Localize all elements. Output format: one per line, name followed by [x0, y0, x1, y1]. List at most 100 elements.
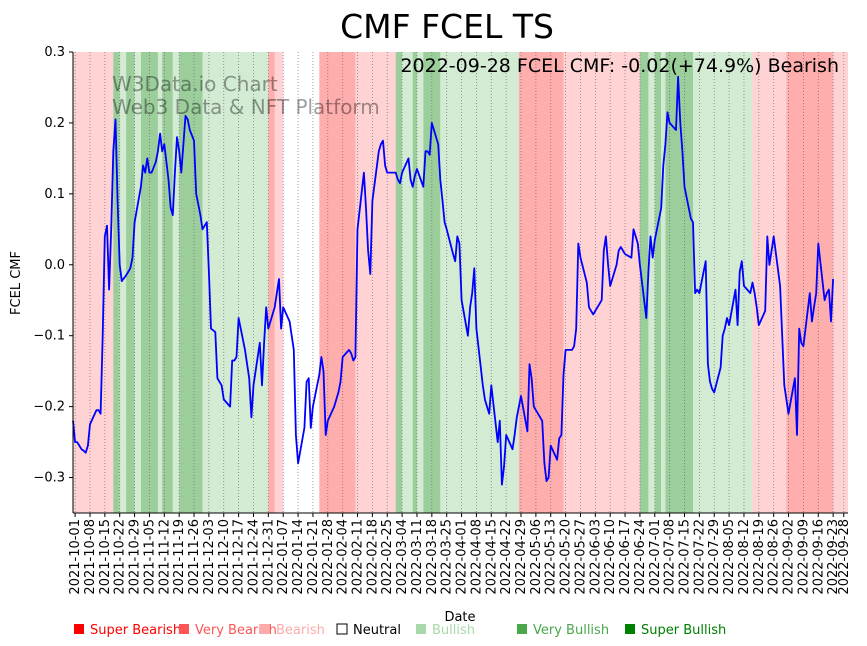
- x-tick-label: 2022-04-01: [455, 519, 470, 595]
- x-tick-label: 2022-05-27: [573, 519, 588, 595]
- legend-label: Very Bearish: [195, 623, 277, 638]
- x-tick-label: 2022-03-18: [425, 519, 440, 595]
- cmf-series-line: [72, 75, 834, 486]
- x-tick-label: 2022-05-20: [559, 519, 574, 595]
- x-tick-label: 2022-07-01: [648, 519, 663, 595]
- region-bullish: [202, 52, 269, 513]
- region-very-bearish: [786, 52, 798, 513]
- x-tick-label: 2021-10-08: [83, 519, 98, 595]
- region-very-bearish: [319, 52, 356, 513]
- x-tick-label: 2022-04-08: [469, 519, 484, 595]
- watermark: W3Data.io Chart Web3 Data & NFT Platform: [112, 72, 380, 119]
- region-very-bullish: [179, 52, 203, 513]
- y-tick-label: −0.2: [33, 400, 65, 415]
- region-bullish: [172, 52, 180, 513]
- date-gridlines: [74, 52, 845, 513]
- legend-swatch: [179, 624, 189, 634]
- y-tick-label: −0.3: [33, 471, 65, 486]
- x-tick-label: 2022-02-25: [380, 519, 395, 595]
- x-tick-label: 2022-08-26: [767, 519, 782, 595]
- x-tick-label: 2022-04-22: [499, 519, 514, 595]
- x-tick-label: 2022-03-25: [440, 519, 455, 595]
- axes: [72, 52, 848, 514]
- x-tick-label: 2022-09-16: [811, 519, 826, 595]
- x-tick-label: 2022-06-03: [588, 519, 603, 595]
- region-very-bullish: [654, 52, 662, 513]
- x-tick-label: 2022-04-15: [484, 519, 499, 595]
- legend-label: Super Bearish: [90, 623, 181, 638]
- legend-swatch: [74, 624, 84, 634]
- region-bullish: [134, 52, 141, 513]
- watermark-line-1: W3Data.io Chart: [112, 72, 278, 96]
- x-tick-label: 2021-10-29: [128, 519, 143, 595]
- region-very-bearish: [797, 52, 834, 513]
- x-tick-label: 2021-12-10: [217, 519, 232, 595]
- x-tick-label: 2022-09-09: [796, 519, 811, 595]
- region-very-bullish: [113, 52, 120, 513]
- x-tick-label: 2021-10-22: [113, 519, 128, 595]
- legend-label: Neutral: [353, 623, 401, 638]
- legend-swatch: [517, 624, 527, 634]
- region-bearish: [752, 52, 787, 513]
- region-bullish: [416, 52, 424, 513]
- x-tick-label: 2022-08-05: [722, 519, 737, 595]
- x-tick-label: 2022-06-10: [603, 519, 618, 595]
- x-tick-label: 2021-12-17: [232, 519, 247, 595]
- region-bullish: [119, 52, 127, 513]
- region-very-bullish: [162, 52, 173, 513]
- x-tick-label: 2022-07-22: [692, 519, 707, 595]
- x-tick-label: 2021-12-24: [246, 519, 261, 595]
- x-tick-label: 2022-01-28: [321, 519, 336, 595]
- region-bullish: [693, 52, 700, 513]
- legend-label: Super Bullish: [641, 623, 726, 638]
- x-tick-label: 2022-01-21: [306, 519, 321, 595]
- y-tick-label: 0.2: [44, 116, 65, 131]
- x-tick-label: 2022-02-11: [351, 519, 366, 595]
- x-tick-label: 2022-09-02: [782, 519, 797, 595]
- y-tick-label: 0.0: [44, 258, 65, 273]
- region-very-bullish: [423, 52, 441, 513]
- x-tick-label: 2022-09-28: [837, 519, 852, 595]
- watermark-line-2: Web3 Data & NFT Platform: [112, 95, 380, 119]
- legend-label: Bullish: [432, 623, 475, 638]
- legend-label: Very Bullish: [533, 623, 609, 638]
- region-very-bullish: [412, 52, 417, 513]
- legend-swatch: [625, 624, 635, 634]
- x-axis-label: Date: [444, 610, 475, 625]
- chart-title: CMF FCEL TS: [340, 7, 554, 46]
- x-tick-label: 2022-09-23: [826, 519, 841, 595]
- region-bearish: [833, 52, 848, 513]
- x-tick-label: 2021-10-01: [68, 519, 83, 595]
- y-axis-ticks: −0.3 −0.2 −0.1 0.0 0.1 0.2 0.3: [33, 45, 73, 486]
- x-tick-label: 2022-02-04: [336, 519, 351, 595]
- y-tick-label: −0.1: [33, 329, 65, 344]
- x-tick-label: 2021-11-26: [187, 519, 202, 595]
- legend-swatch: [336, 623, 348, 635]
- region-very-bearish: [518, 52, 564, 513]
- x-tick-label: 2022-08-12: [737, 519, 752, 595]
- x-tick-label: 2021-10-15: [98, 519, 113, 595]
- x-tick-label: 2022-02-18: [365, 519, 380, 595]
- x-tick-label: 2021-11-19: [172, 519, 187, 595]
- region-very-bullish: [126, 52, 135, 513]
- region-very-bullish: [639, 52, 649, 513]
- region-bearish: [73, 52, 114, 513]
- x-axis-ticks: 2021-10-01 2021-10-08 2021-10-15 2021-10-22…: [68, 513, 852, 595]
- region-bullish: [157, 52, 163, 513]
- x-tick-label: 2022-01-07: [276, 519, 291, 595]
- x-tick-label: 2021-12-03: [202, 519, 217, 595]
- x-tick-label: 2022-01-14: [291, 519, 306, 595]
- x-tick-label: 2022-03-04: [395, 519, 410, 595]
- x-tick-label: 2022-08-19: [752, 519, 767, 595]
- legend-swatch: [260, 624, 270, 634]
- x-tick-label: 2022-07-08: [663, 519, 678, 595]
- legend-label: Bearish: [276, 623, 325, 638]
- region-very-bullish: [395, 52, 403, 513]
- region-bullish: [440, 52, 519, 513]
- x-tick-label: 2021-11-12: [157, 519, 172, 595]
- region-bullish: [661, 52, 666, 513]
- x-tick-label: 2021-12-31: [261, 519, 276, 595]
- y-tick-label: 0.3: [44, 45, 65, 60]
- x-tick-label: 2022-06-24: [633, 519, 648, 595]
